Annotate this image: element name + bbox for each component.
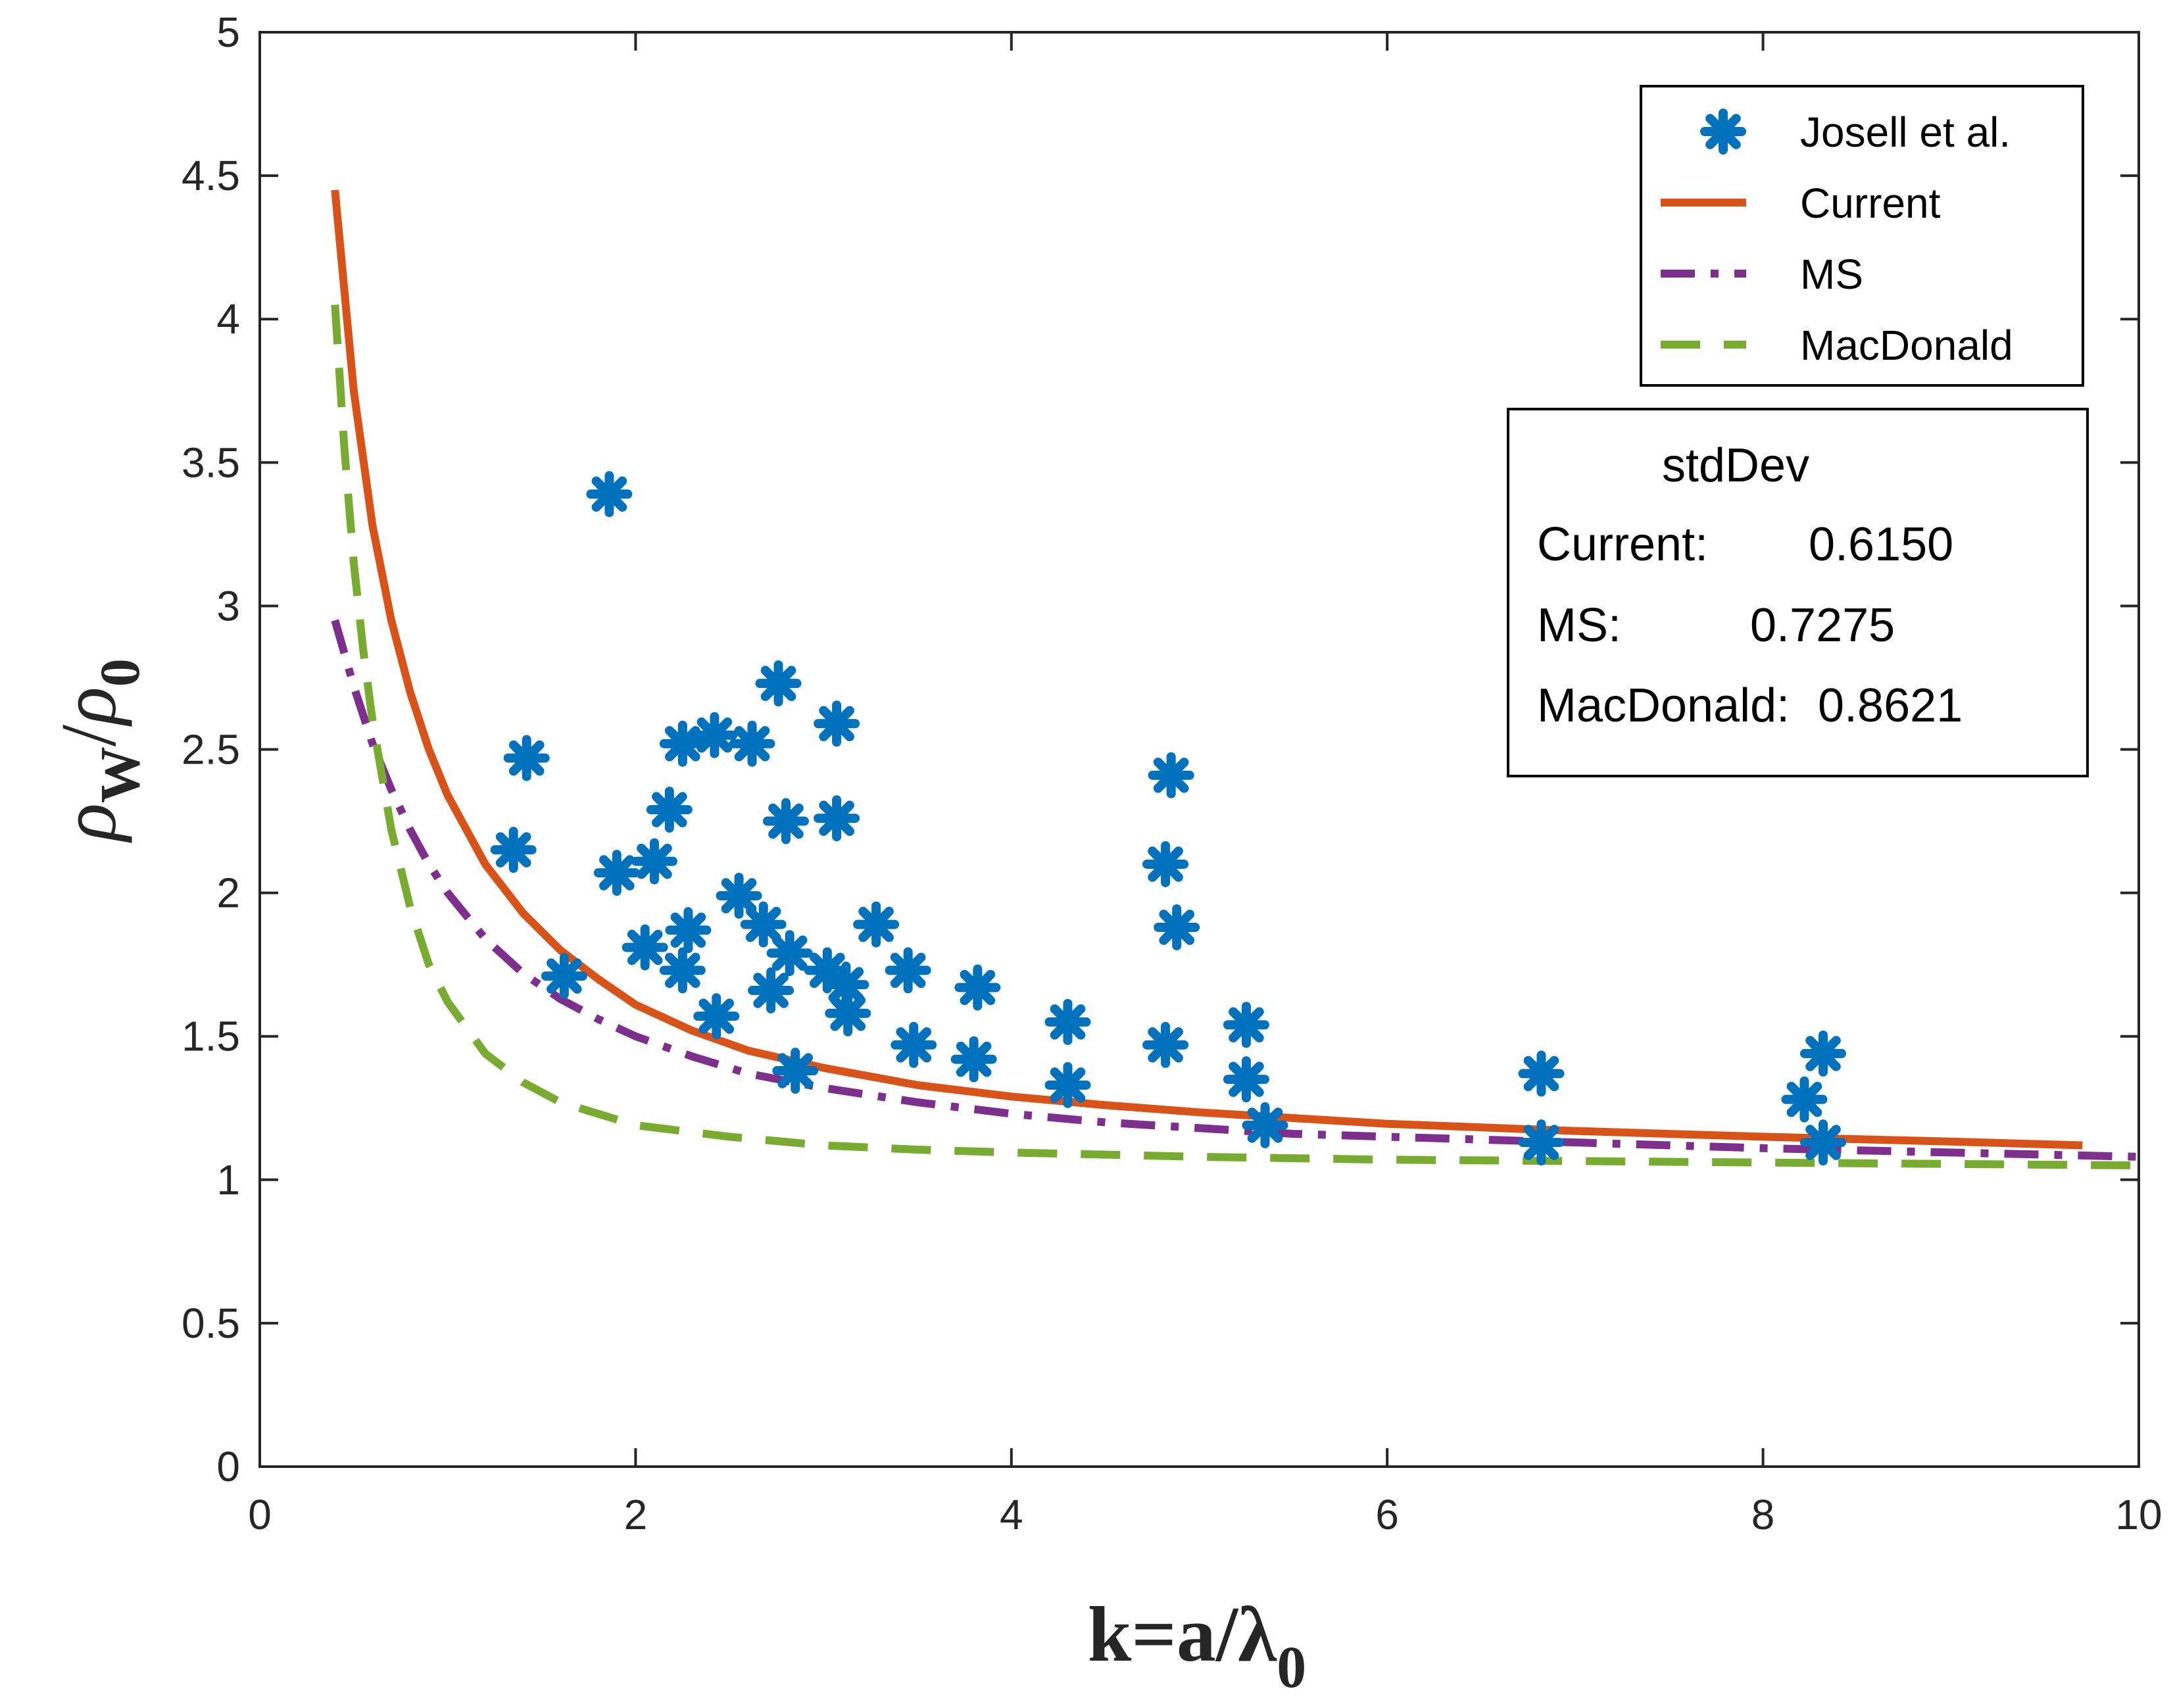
data-point (1223, 1056, 1269, 1103)
data-point (1781, 1076, 1828, 1123)
y-tick-label: 2 (216, 869, 240, 917)
data-point (503, 735, 550, 781)
y-axis-title: ρW/ρ0 (45, 658, 151, 844)
stddev-title: stdDev (1662, 439, 1809, 492)
stddev-label-current: Current: (1537, 518, 1708, 571)
data-point (593, 850, 640, 896)
data-point (950, 1036, 997, 1083)
x-tick-label: 4 (1000, 1491, 1023, 1538)
x-axis-title-sub: 0 (1277, 1635, 1306, 1700)
y-tick-label: 1.5 (182, 1013, 240, 1060)
data-point (1242, 1102, 1288, 1148)
x-axis: 0 2 4 6 8 10 (248, 32, 2162, 1538)
data-point (586, 471, 633, 518)
data-point (1223, 1002, 1269, 1048)
y-axis-title-slash: / (45, 724, 132, 746)
data-point (740, 901, 787, 948)
data-point (665, 907, 712, 954)
legend: Josell et al. Current MS MacDonald (1640, 85, 2084, 387)
stddev-label-macdonald: MacDonald: (1537, 679, 1790, 732)
data-point (1154, 904, 1200, 950)
y-axis-title-rho-0: ρ (45, 687, 132, 727)
x-axis-title-main: k=a/λ (1088, 1590, 1277, 1678)
data-point (1518, 1119, 1565, 1166)
data-point (622, 924, 668, 971)
data-point (885, 947, 931, 994)
data-point (1800, 1030, 1847, 1077)
y-tick-label: 1 (216, 1156, 240, 1204)
data-point (490, 827, 537, 873)
y-tick-label: 4 (216, 295, 240, 343)
legend-symbol-josell (1700, 109, 1746, 155)
data-point (716, 872, 762, 919)
data-point (1044, 1061, 1091, 1108)
y-axis-title-sub-0: 0 (88, 658, 151, 687)
legend-label-current: Current (1800, 180, 1941, 227)
x-tick-label: 10 (2115, 1491, 2162, 1538)
data-point (729, 720, 775, 767)
data-point (755, 660, 802, 707)
y-tick-label: 2.5 (182, 726, 240, 773)
x-tick-label: 2 (624, 1491, 648, 1538)
legend-label-ms: MS (1800, 251, 1863, 298)
y-tick-label: 3 (216, 582, 240, 629)
series-layer (331, 189, 2139, 1169)
data-point (766, 930, 813, 977)
y-tick-label: 0 (216, 1443, 240, 1490)
data-point (693, 993, 740, 1040)
data-point (954, 964, 1001, 1011)
data-point (814, 795, 860, 842)
data-point (772, 1048, 819, 1094)
y-tick-label: 5 (216, 9, 240, 56)
data-point (1142, 1021, 1189, 1068)
data-point (825, 990, 871, 1037)
data-point (659, 720, 706, 767)
data-point (1800, 1119, 1847, 1166)
legend-asterisk (1700, 109, 1746, 155)
data-point (1044, 998, 1091, 1045)
data-point (541, 953, 587, 1000)
stddev-value-macdonald: 0.8621 (1818, 679, 1963, 732)
data-point (762, 798, 809, 844)
y-axis-title-rho: ρ (45, 803, 132, 844)
legend-label-josell: Josell et al. (1800, 109, 2011, 156)
series-line-ms (331, 619, 2139, 1161)
y-axis: 0 0.5 1 1.5 2 2.5 3 3.5 4 4.5 5 (182, 9, 2139, 1490)
data-point (1142, 841, 1189, 887)
data-point (646, 787, 693, 833)
y-tick-label: 3.5 (182, 439, 240, 486)
y-tick-label: 0.5 (182, 1300, 240, 1347)
series-line-macdonald (331, 305, 2139, 1169)
y-tick-label: 4.5 (182, 152, 240, 199)
data-point (891, 1021, 937, 1068)
data-point (1518, 1050, 1565, 1097)
data-point (631, 838, 677, 885)
series-line-current (331, 189, 2083, 1150)
data-point (814, 700, 860, 747)
data-point (748, 967, 794, 1013)
stddev-annotation: stdDev Current: 0.6150 MS: 0.7275 MacDon… (1507, 408, 2089, 777)
data-point (853, 901, 900, 948)
stddev-label-ms: MS: (1537, 599, 1621, 652)
y-axis-title-sub-w: W (88, 746, 151, 803)
stddev-box (1507, 408, 2089, 777)
x-tick-label: 6 (1375, 1491, 1399, 1538)
x-tick-label: 8 (1751, 1491, 1775, 1538)
data-point (1148, 752, 1194, 798)
legend-label-macdonald: MacDonald (1800, 322, 2013, 369)
data-point (659, 947, 706, 994)
stddev-value-current: 0.6150 (1809, 518, 1953, 571)
x-tick-label: 0 (248, 1491, 272, 1538)
data-point (691, 712, 738, 758)
stddev-value-ms: 0.7275 (1750, 599, 1895, 652)
x-axis-title: k=a/λ0 (1088, 1590, 1306, 1700)
